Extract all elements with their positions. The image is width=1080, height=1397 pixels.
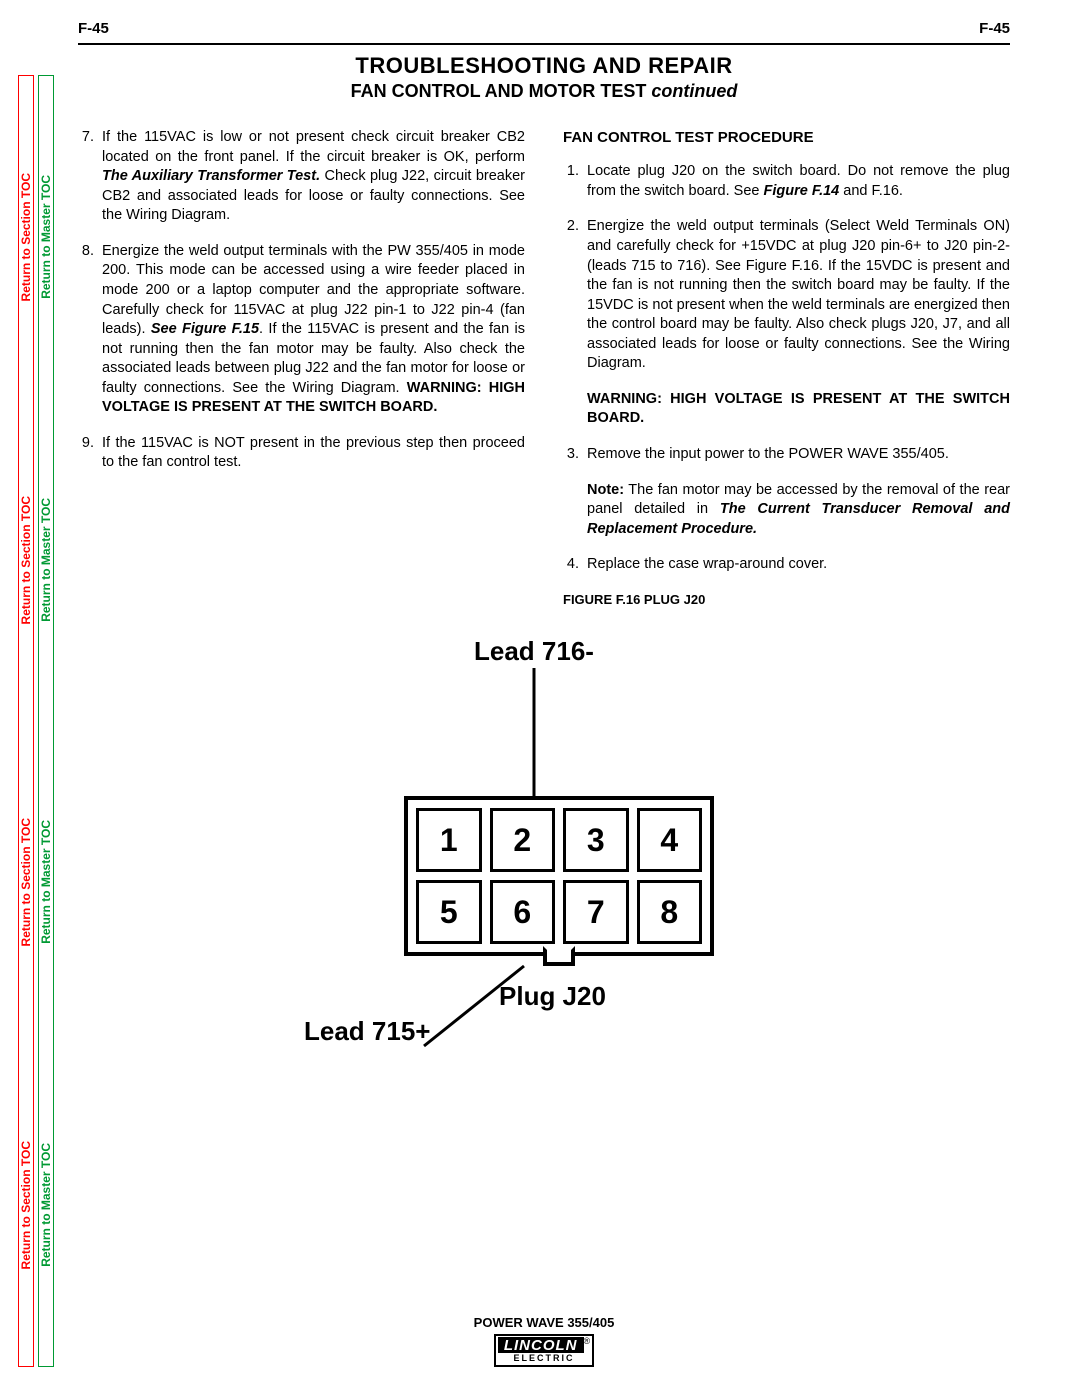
right-column: FAN CONTROL TEST PROCEDURE 1.Locate plug…	[563, 128, 1010, 608]
subtitle-suffix: continued	[651, 81, 737, 101]
page-header: F-45 F-45	[78, 20, 1010, 37]
page-number-right: F-45	[979, 20, 1010, 37]
list-item: 9.If the 115VAC is NOT present in the pr…	[78, 434, 525, 473]
figure-f16: Lead 716- 1234 5678 Plug J20 Lead 715+	[284, 636, 804, 1096]
item-number: 7.	[78, 128, 102, 226]
logo-top: LINCOLN	[498, 1337, 584, 1353]
plug-pin-1: 1	[416, 808, 482, 872]
page-number-left: F-45	[78, 20, 109, 37]
section-toc-link[interactable]: Return to Section TOC	[19, 161, 33, 313]
page-title: TROUBLESHOOTING AND REPAIR	[78, 53, 1010, 79]
section-toc-tab: Return to Section TOC Return to Section …	[18, 75, 34, 1367]
item-number: 8.	[78, 242, 102, 418]
plug-pin-8: 8	[637, 880, 703, 944]
body-columns: 7.If the 115VAC is low or not present ch…	[78, 128, 1010, 608]
header-rule	[78, 43, 1010, 45]
lead-715-label: Lead 715+	[304, 1016, 430, 1047]
list-item: 7.If the 115VAC is low or not present ch…	[78, 128, 525, 226]
section-toc-link[interactable]: Return to Section TOC	[19, 806, 33, 958]
plug-pin-7: 7	[563, 880, 629, 944]
item-number: 1.	[563, 162, 587, 201]
logo-reg: ®	[584, 1336, 591, 1346]
subtitle-main: FAN CONTROL AND MOTOR TEST	[351, 81, 652, 101]
list-item: 3.Remove the input power to the POWER WA…	[563, 445, 1010, 465]
lincoln-logo: LINCOLN® ELECTRIC	[494, 1334, 594, 1367]
master-toc-link[interactable]: Return to Master TOC	[39, 1131, 53, 1279]
item-number: 4.	[563, 555, 587, 575]
item-number: 2.	[563, 217, 587, 374]
warning-text: WARNING: HIGH VOLTAGE IS PRESENT AT THE …	[587, 390, 1010, 429]
list-item: 4.Replace the case wrap-around cover.	[563, 555, 1010, 575]
item-text: If the 115VAC is NOT present in the prev…	[102, 434, 525, 473]
right-list-3: 4.Replace the case wrap-around cover.	[563, 555, 1010, 575]
section-toc-link[interactable]: Return to Section TOC	[19, 1129, 33, 1281]
item-number: 3.	[563, 445, 587, 465]
master-toc-link[interactable]: Return to Master TOC	[39, 808, 53, 956]
list-item: 1.Locate plug J20 on the switch board. D…	[563, 162, 1010, 201]
right-section-heading: FAN CONTROL TEST PROCEDURE	[563, 128, 1010, 148]
item-text: Energize the weld output terminals (Sele…	[587, 217, 1010, 374]
page-content: F-45 F-45 TROUBLESHOOTING AND REPAIR FAN…	[78, 20, 1010, 1377]
right-list-1: 1.Locate plug J20 on the switch board. D…	[563, 162, 1010, 374]
left-column: 7.If the 115VAC is low or not present ch…	[78, 128, 525, 608]
logo-bottom: ELECTRIC	[498, 1354, 590, 1364]
footer-model: POWER WAVE 355/405	[78, 1315, 1010, 1330]
note-text: Note: The fan motor may be accessed by t…	[587, 481, 1010, 540]
master-toc-link[interactable]: Return to Master TOC	[39, 486, 53, 634]
plug-pin-4: 4	[637, 808, 703, 872]
plug-pin-5: 5	[416, 880, 482, 944]
list-item: 8.Energize the weld output terminals wit…	[78, 242, 525, 418]
plug-j20-label: Plug J20	[499, 981, 606, 1012]
list-item: 2.Energize the weld output terminals (Se…	[563, 217, 1010, 374]
section-toc-link[interactable]: Return to Section TOC	[19, 484, 33, 636]
page-subtitle: FAN CONTROL AND MOTOR TEST continued	[78, 81, 1010, 102]
item-text: Locate plug J20 on the switch board. Do …	[587, 162, 1010, 201]
item-text: If the 115VAC is low or not present chec…	[102, 128, 525, 226]
left-list: 7.If the 115VAC is low or not present ch…	[78, 128, 525, 473]
master-toc-link[interactable]: Return to Master TOC	[39, 163, 53, 311]
item-text: Replace the case wrap-around cover.	[587, 555, 1010, 575]
plug-pin-3: 3	[563, 808, 629, 872]
page-footer: POWER WAVE 355/405 LINCOLN® ELECTRIC	[78, 1315, 1010, 1367]
lead-716-label: Lead 716-	[474, 636, 594, 667]
right-list-2: 3.Remove the input power to the POWER WA…	[563, 445, 1010, 465]
item-number: 9.	[78, 434, 102, 473]
item-text: Remove the input power to the POWER WAVE…	[587, 445, 1010, 465]
master-toc-tab: Return to Master TOC Return to Master TO…	[38, 75, 54, 1367]
plug-body: 1234 5678	[404, 796, 714, 956]
item-text: Energize the weld output terminals with …	[102, 242, 525, 418]
figure-title: FIGURE F.16 PLUG J20	[563, 591, 1010, 609]
plug-pin-2: 2	[490, 808, 556, 872]
plug-pin-6: 6	[490, 880, 556, 944]
side-toc-tabs: Return to Section TOC Return to Section …	[18, 75, 54, 1367]
